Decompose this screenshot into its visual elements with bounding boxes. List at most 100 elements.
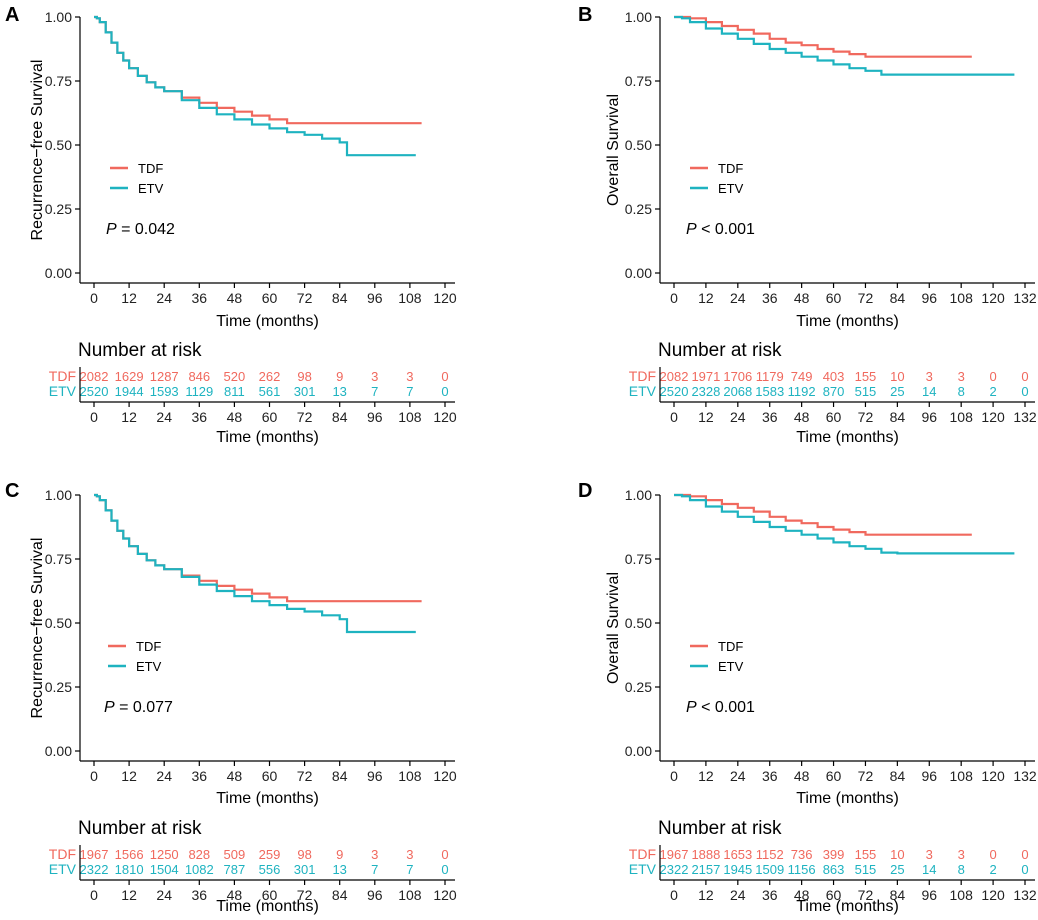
y-tick-label: 0.00 (625, 743, 652, 759)
x-tick-label: 24 (730, 290, 746, 306)
risk-count-tdf: 3 (958, 847, 965, 862)
risk-count-tdf: 0 (1021, 847, 1028, 862)
risk-table-title: Number at risk (78, 818, 202, 839)
km-curve-etv (674, 15, 1015, 76)
risk-x-tick-label: 84 (332, 409, 348, 425)
risk-x-tick-label: 24 (156, 887, 172, 903)
x-tick-label: 120 (433, 768, 457, 784)
risk-x-tick-label: 60 (262, 409, 278, 425)
risk-count-tdf: 98 (297, 369, 311, 384)
y-tick-label: 0.25 (45, 201, 72, 217)
risk-count-etv: 0 (1021, 384, 1028, 399)
risk-count-etv: 7 (406, 384, 413, 399)
risk-row-label-tdf: TDF (629, 368, 656, 384)
risk-count-tdf: 1152 (756, 847, 784, 862)
legend-label-tdf: TDF (718, 639, 743, 654)
risk-x-axis-title: Time (months) (796, 429, 899, 446)
risk-count-tdf: 1971 (691, 369, 720, 384)
risk-x-tick-label: 120 (981, 409, 1005, 425)
x-tick-label: 72 (858, 768, 874, 784)
risk-x-tick-label: 96 (921, 409, 937, 425)
risk-x-tick-label: 0 (670, 887, 678, 903)
risk-count-etv: 25 (890, 862, 904, 877)
risk-x-tick-label: 48 (227, 887, 243, 903)
x-tick-label: 60 (826, 768, 842, 784)
x-tick-label: 108 (398, 290, 422, 306)
risk-count-tdf: 3 (371, 847, 378, 862)
risk-count-tdf: 3 (406, 369, 413, 384)
risk-count-etv: 301 (294, 384, 316, 399)
legend-label-etv: ETV (718, 659, 744, 674)
risk-count-etv: 556 (259, 862, 281, 877)
risk-x-tick-label: 24 (156, 409, 172, 425)
risk-x-tick-label: 12 (698, 409, 714, 425)
risk-x-tick-label: 132 (1013, 887, 1037, 903)
x-tick-label: 96 (367, 290, 383, 306)
risk-x-tick-label: 84 (890, 887, 906, 903)
x-tick-label: 132 (1013, 290, 1037, 306)
risk-count-tdf: 749 (791, 369, 813, 384)
risk-x-axis-title: Time (months) (796, 898, 899, 915)
panel-c: C 0.00 0.25 0.50 0.75 1.00 0 12 24 36 48 60 72 84 96 1… (5, 480, 457, 915)
risk-count-tdf: 2082 (80, 369, 109, 384)
risk-count-etv: 8 (958, 384, 965, 399)
risk-count-etv: 1593 (150, 384, 179, 399)
risk-count-etv: 13 (332, 384, 346, 399)
risk-x-tick-label: 60 (826, 887, 842, 903)
legend-label-etv: ETV (718, 181, 744, 196)
risk-count-etv: 25 (890, 384, 904, 399)
x-tick-label: 108 (950, 768, 974, 784)
km-curve-tdf (94, 15, 422, 125)
risk-x-axis-title: Time (months) (216, 898, 319, 915)
risk-count-tdf: 9 (336, 369, 343, 384)
risk-row-label-tdf: TDF (49, 846, 76, 862)
risk-x-tick-label: 108 (398, 409, 422, 425)
x-tick-label: 96 (921, 290, 937, 306)
panel-a: A 0.00 0.25 0.50 0.75 1.00 0 12 24 36 48 60 72 84 96 1… (5, 4, 457, 446)
risk-x-tick-label: 132 (1013, 409, 1037, 425)
x-tick-label: 132 (1013, 768, 1037, 784)
risk-x-tick-label: 60 (826, 409, 842, 425)
x-tick-label: 60 (262, 290, 278, 306)
risk-count-etv: 2157 (691, 862, 720, 877)
risk-x-tick-label: 24 (730, 887, 746, 903)
risk-count-etv: 2 (989, 862, 996, 877)
risk-count-tdf: 846 (188, 369, 210, 384)
risk-count-tdf: 509 (224, 847, 246, 862)
legend-label-tdf: TDF (718, 161, 743, 176)
risk-x-tick-label: 84 (890, 409, 906, 425)
x-tick-label: 12 (121, 290, 137, 306)
risk-count-tdf: 262 (259, 369, 281, 384)
risk-row-label-etv: ETV (629, 861, 657, 877)
x-tick-label: 60 (262, 768, 278, 784)
panel-letter: D (578, 480, 592, 502)
x-axis-title: Time (months) (796, 313, 899, 330)
panel-b: B 0.00 0.25 0.50 0.75 1.00 0 12 24 36 48 60 72 84 96 1… (578, 4, 1037, 446)
x-tick-label: 12 (698, 768, 714, 784)
x-tick-label: 48 (227, 768, 243, 784)
panel-d: D 0.00 0.25 0.50 0.75 1.00 0 12 24 36 48 60 72 84 96 1… (578, 480, 1037, 915)
x-tick-label: 12 (698, 290, 714, 306)
risk-count-tdf: 155 (855, 369, 877, 384)
risk-x-tick-label: 48 (794, 887, 810, 903)
x-tick-label: 72 (297, 290, 313, 306)
x-tick-label: 96 (921, 768, 937, 784)
risk-count-etv: 7 (371, 384, 378, 399)
x-axis-title: Time (months) (796, 790, 899, 807)
risk-count-etv: 301 (294, 862, 316, 877)
risk-count-etv: 2328 (691, 384, 720, 399)
panel-letter: B (578, 4, 592, 26)
risk-count-etv: 7 (406, 862, 413, 877)
survival-plot: 0.00 0.25 0.50 0.75 1.00 0 12 24 36 48 60 72 84 96 108… (605, 487, 1037, 807)
y-tick-label: 0.50 (625, 137, 652, 153)
risk-x-tick-label: 60 (262, 887, 278, 903)
km-curve-etv (94, 493, 416, 634)
risk-x-tick-label: 108 (950, 887, 974, 903)
risk-count-etv: 2520 (660, 384, 689, 399)
p-value: P < 0.001 (686, 221, 755, 238)
panel-letter: C (5, 480, 19, 502)
survival-plot: 0.00 0.25 0.50 0.75 1.00 0 12 24 36 48 60 72 84 96 108… (605, 9, 1037, 330)
x-tick-label: 108 (398, 768, 422, 784)
risk-count-tdf: 1967 (660, 847, 689, 862)
risk-count-etv: 1583 (755, 384, 784, 399)
